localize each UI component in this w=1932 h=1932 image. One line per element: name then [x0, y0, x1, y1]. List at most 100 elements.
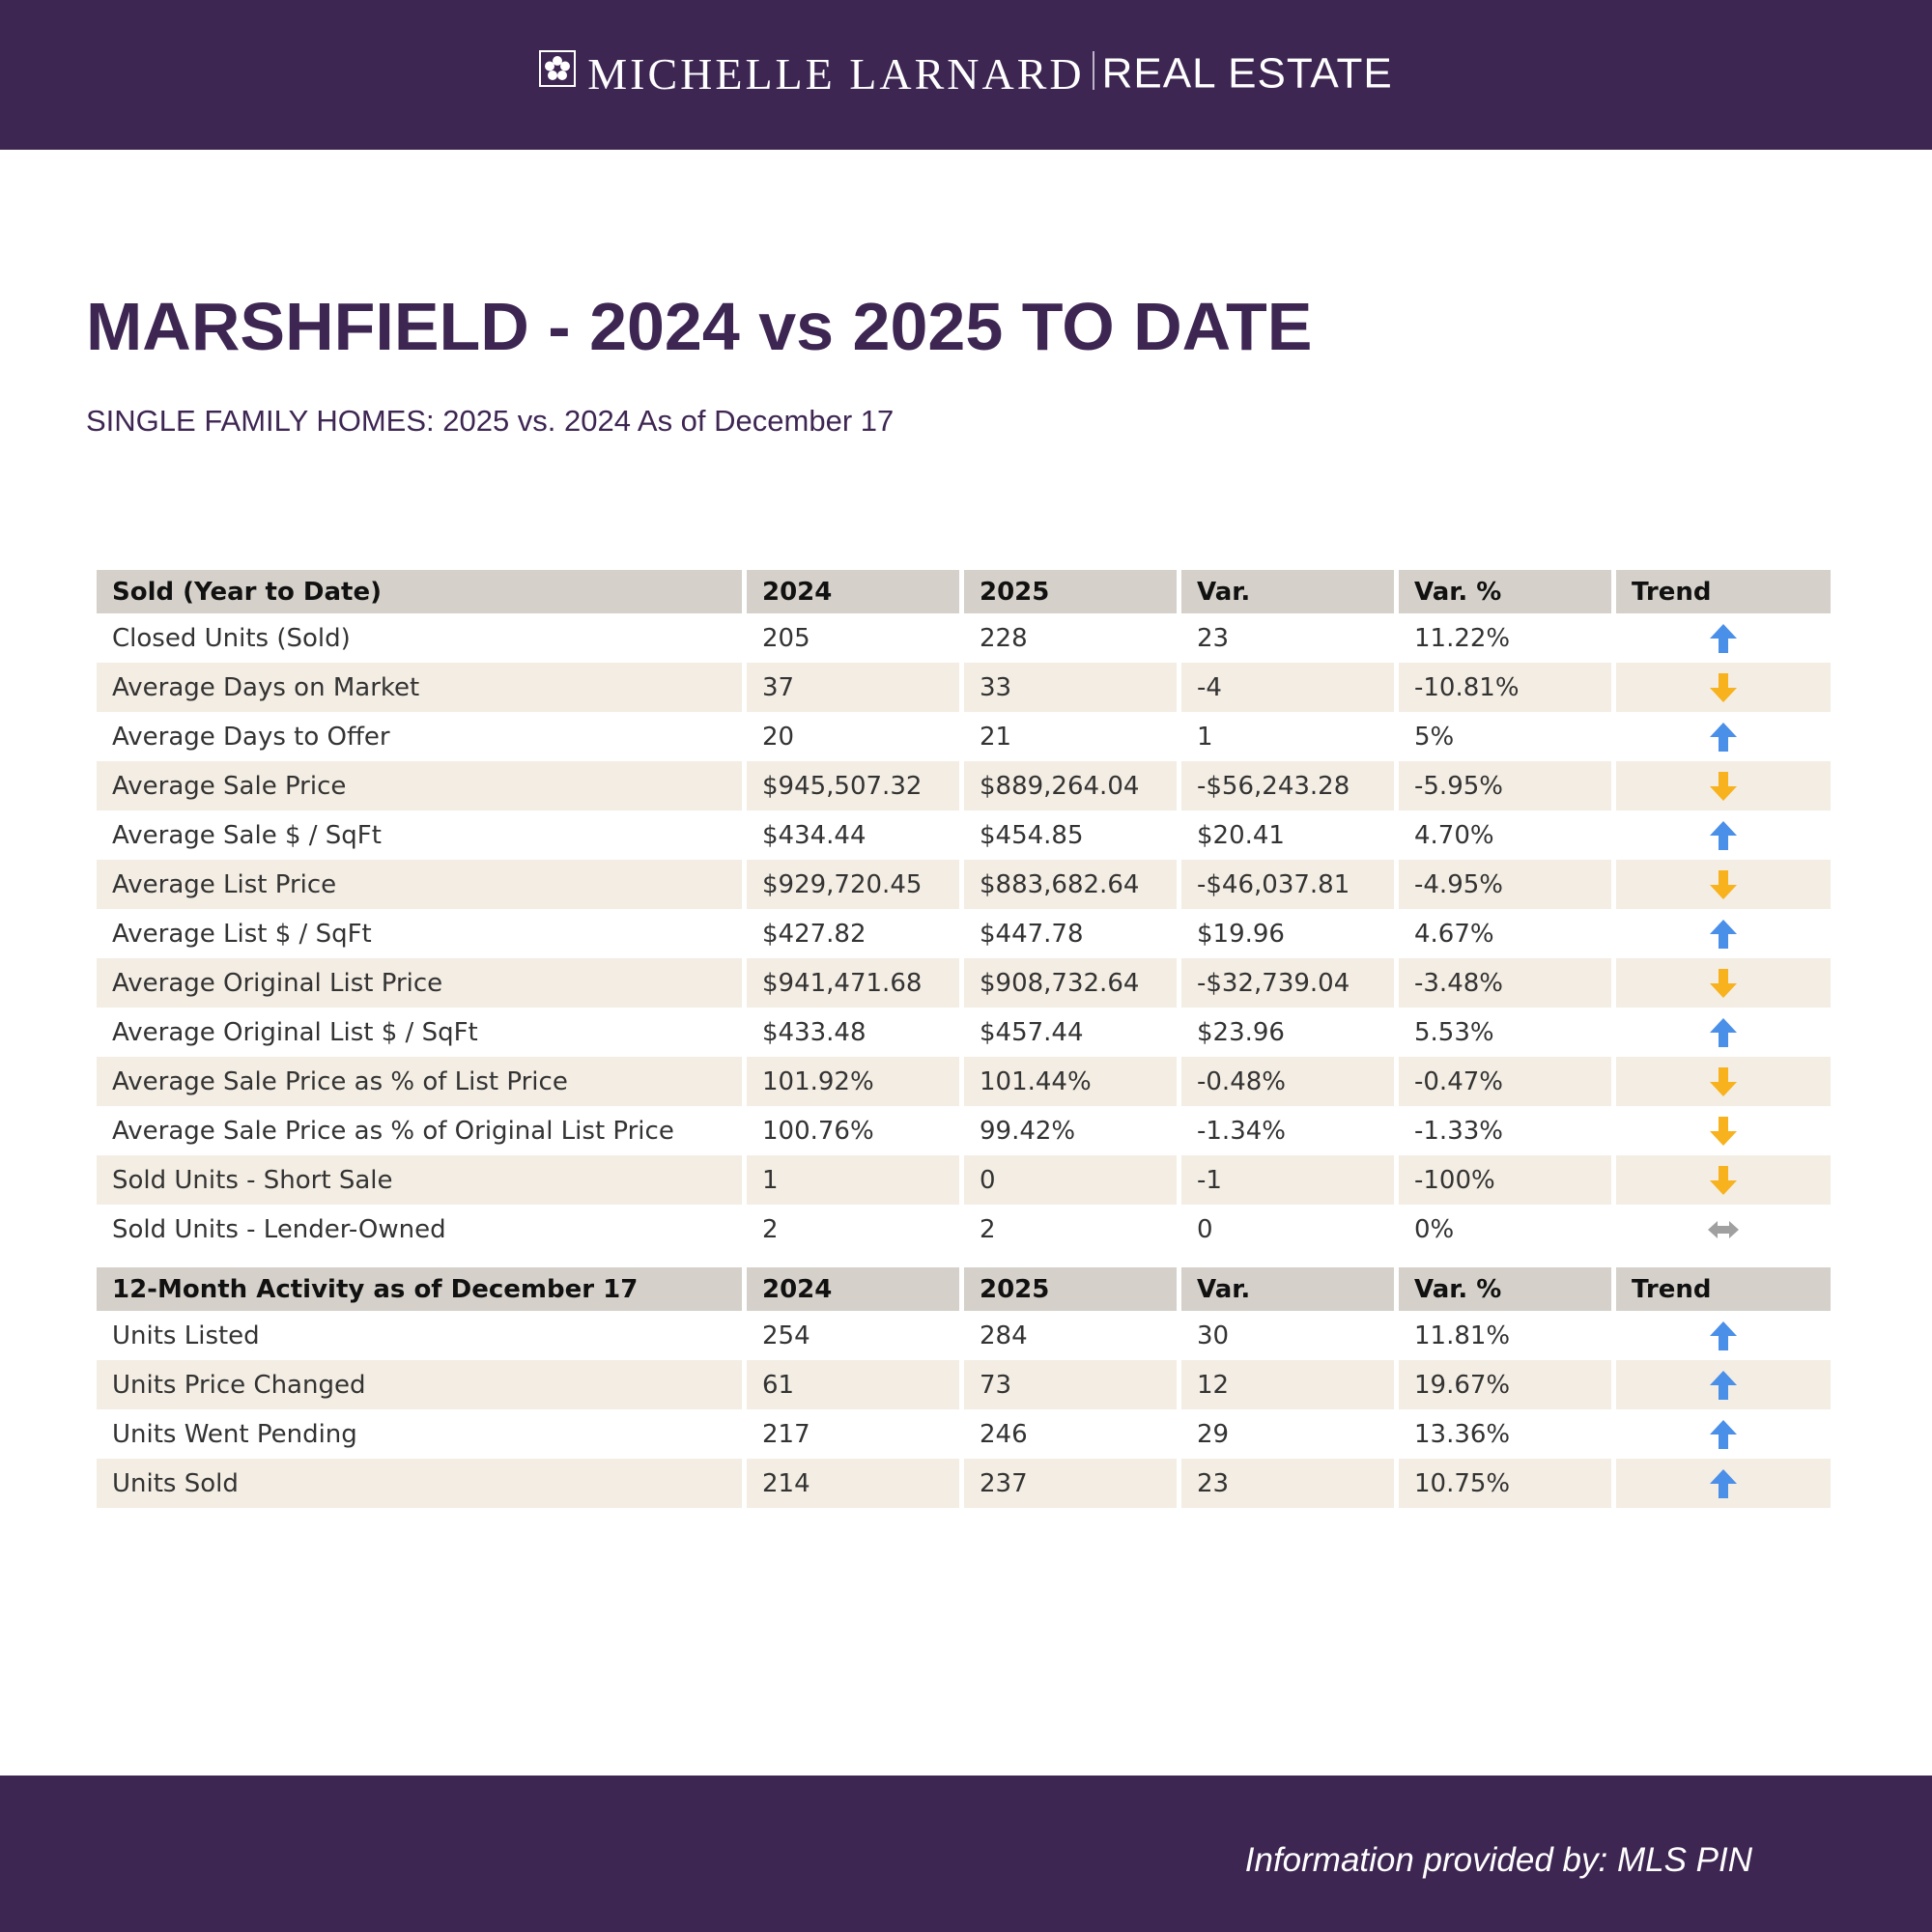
arrow-up-icon [1710, 1017, 1737, 1047]
arrow-up-icon [1710, 820, 1737, 850]
value-2025: $908,732.64 [964, 958, 1177, 1008]
trend-cell [1616, 1409, 1831, 1459]
column-header: Trend [1616, 570, 1831, 613]
flower-logo-icon [539, 49, 577, 87]
trend-cell [1616, 1155, 1831, 1205]
trend-cell [1616, 1008, 1831, 1057]
arrow-down-icon [1710, 771, 1737, 801]
table-row: Average Sale $ / SqFt $434.44 $454.85 $20.4… [97, 810, 1831, 860]
market-stats-table: Sold (Year to Date) 2024 2025 Var. Var. % Tre… [92, 570, 1835, 1508]
trend-cell [1616, 810, 1831, 860]
variance-percent: -4.95% [1399, 860, 1611, 909]
gap-cell [97, 1254, 1831, 1267]
row-label: Average List Price [97, 860, 742, 909]
table-header-row: Sold (Year to Date) 2024 2025 Var. Var. % Tre… [97, 570, 1831, 613]
value-2024: 205 [762, 623, 810, 653]
value-2024: $433.48 [762, 1017, 867, 1047]
row-label: Units Listed [112, 1321, 260, 1350]
row-label: Units Went Pending [112, 1419, 357, 1449]
column-header: Var. [1181, 570, 1394, 613]
variance: 23 [1181, 1459, 1394, 1508]
arrow-left-right-icon [1708, 1220, 1739, 1238]
variance-percent: 10.75% [1399, 1459, 1611, 1508]
column-header: Var. % [1399, 570, 1611, 613]
variance-percent: -10.81% [1399, 663, 1611, 712]
variance: $23.96 [1197, 1017, 1285, 1047]
brand-logo-lockup: MICHELLE LARNARD REAL ESTATE [0, 48, 1932, 99]
trend-cell [1616, 761, 1831, 810]
variance-percent: 5% [1414, 722, 1455, 752]
brand-name: MICHELLE LARNARD [587, 49, 1085, 99]
trend-cell [1616, 1106, 1831, 1155]
value-2025: 33 [964, 663, 1177, 712]
value-2024: $434.44 [762, 820, 867, 850]
row-label: Sold Units - Lender-Owned [112, 1214, 446, 1244]
source-credit: Information provided by: MLS PIN [1244, 1841, 1752, 1879]
variance: $20.41 [1197, 820, 1285, 850]
table-row: Average Sale Price as % of Original List… [97, 1106, 1831, 1155]
column-header: Trend [1616, 1267, 1831, 1311]
variance-percent: -5.95% [1399, 761, 1611, 810]
arrow-down-icon [1710, 672, 1737, 702]
page-subtitle: SINGLE FAMILY HOMES: 2025 vs. 2024 As of… [86, 404, 895, 438]
footer-bar [0, 1776, 1932, 1932]
row-label: Average Original List Price [97, 958, 742, 1008]
column-header: Var. [1181, 1267, 1394, 1311]
market-stats-area: Sold (Year to Date) 2024 2025 Var. Var. % Tre… [97, 570, 1831, 1508]
value-2024: 100.76% [762, 1116, 874, 1146]
row-label: Closed Units (Sold) [112, 623, 351, 653]
table-row: Units Price Changed 61 73 12 19.67% [97, 1360, 1831, 1409]
variance: -$56,243.28 [1181, 761, 1394, 810]
value-2025: $883,682.64 [964, 860, 1177, 909]
variance-percent: 13.36% [1414, 1419, 1511, 1449]
variance-percent: -0.47% [1399, 1057, 1611, 1106]
value-2025: 0 [964, 1155, 1177, 1205]
value-2025: 284 [980, 1321, 1028, 1350]
value-2024: 254 [762, 1321, 810, 1350]
value-2024: 214 [747, 1459, 959, 1508]
row-label: Average Sale $ / SqFt [112, 820, 382, 850]
table-row: Average Sale Price as % of List Price 101… [97, 1057, 1831, 1106]
arrow-up-icon [1710, 1419, 1737, 1449]
trend-cell [1616, 712, 1831, 761]
table-header-row: 12-Month Activity as of December 17 2024 2… [97, 1267, 1831, 1311]
variance-percent: -100% [1399, 1155, 1611, 1205]
trend-cell [1616, 613, 1831, 663]
table-row: Units Sold 214 237 23 10.75% [97, 1459, 1831, 1508]
column-header: 2025 [964, 1267, 1177, 1311]
table-row: Units Went Pending 217 246 29 13.36% [97, 1409, 1831, 1459]
table-row: Units Listed 254 284 30 11.81% [97, 1311, 1831, 1360]
variance-percent: 0% [1414, 1214, 1455, 1244]
value-2025: 73 [964, 1360, 1177, 1409]
value-2024: 101.92% [747, 1057, 959, 1106]
trend-cell [1616, 663, 1831, 712]
value-2024: 37 [747, 663, 959, 712]
variance: 30 [1197, 1321, 1230, 1350]
page-title: MARSHFIELD - 2024 vs 2025 TO DATE [86, 289, 1313, 364]
row-label: Average Sale Price as % of Original List… [112, 1116, 674, 1146]
value-2025: 21 [980, 722, 1012, 752]
table-row: Sold Units - Lender-Owned 2 2 0 0% [97, 1205, 1831, 1254]
variance: 1 [1197, 722, 1213, 752]
value-2025: 246 [980, 1419, 1028, 1449]
table-row: Average Days on Market 37 33 -4 -10.81% [97, 663, 1831, 712]
variance-percent: 11.22% [1414, 623, 1511, 653]
trend-cell [1616, 1205, 1831, 1254]
value-2024: 2 [762, 1214, 779, 1244]
column-header: 2024 [747, 570, 959, 613]
row-label: Sold Units - Short Sale [97, 1155, 742, 1205]
trend-cell [1616, 1311, 1831, 1360]
arrow-down-icon [1710, 1116, 1737, 1146]
variance-percent: -3.48% [1399, 958, 1611, 1008]
trend-cell [1616, 1459, 1831, 1508]
trend-cell [1616, 909, 1831, 958]
variance: $19.96 [1197, 919, 1285, 949]
row-label: Units Price Changed [97, 1360, 742, 1409]
value-2025: 2 [980, 1214, 996, 1244]
table-row: Average Original List Price $941,471.68 $9… [97, 958, 1831, 1008]
trend-cell [1616, 860, 1831, 909]
variance: -4 [1181, 663, 1394, 712]
brand-subtitle: REAL ESTATE [1101, 49, 1393, 98]
arrow-up-icon [1710, 1370, 1737, 1400]
value-2025: 237 [964, 1459, 1177, 1508]
